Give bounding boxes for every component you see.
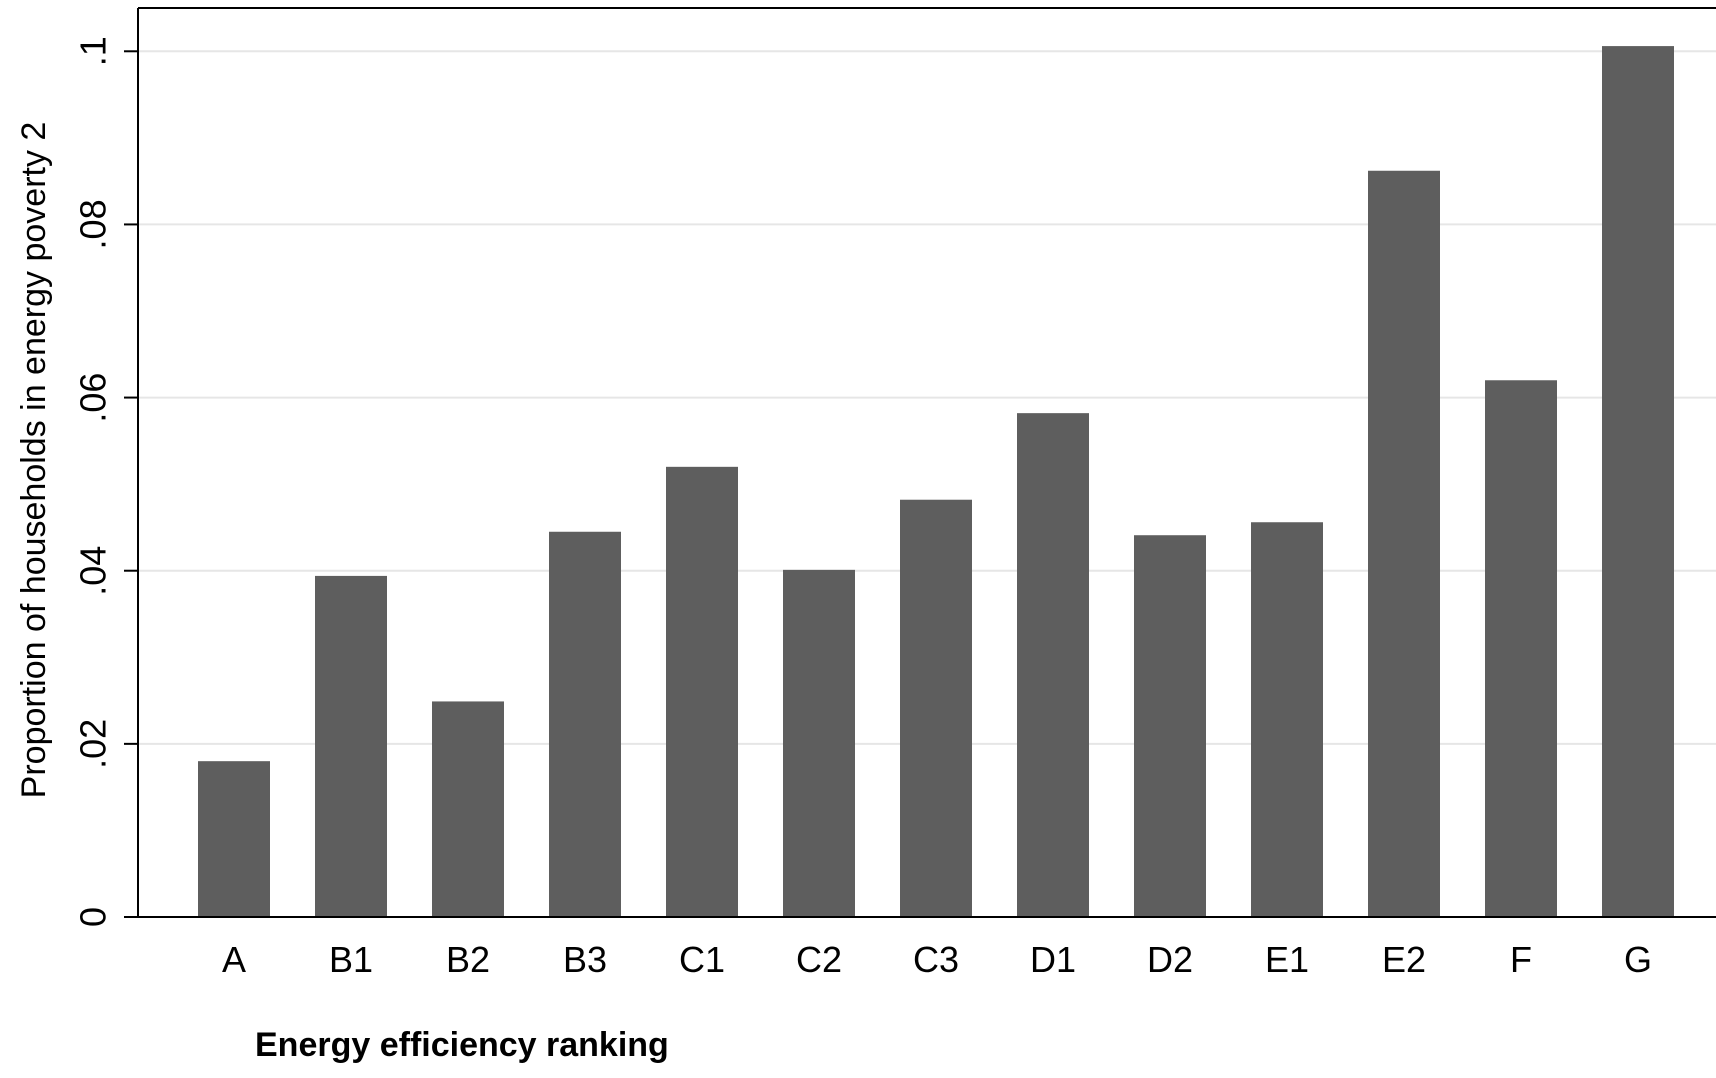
x-tick-label: E1 xyxy=(1265,939,1309,980)
x-tick-labels: A B1 B2 B3 C1 C2 C3 D1 D2 E1 E2 F G xyxy=(222,939,1652,980)
bar-c2 xyxy=(783,569,855,917)
bar-b3 xyxy=(549,531,621,917)
bar-b2 xyxy=(432,701,504,917)
x-tick-label: D2 xyxy=(1147,939,1193,980)
y-tick-label: 0 xyxy=(73,907,114,927)
bars xyxy=(198,46,1674,918)
bar-d1 xyxy=(1017,413,1089,917)
bar-f xyxy=(1485,380,1557,917)
y-tick-label: .06 xyxy=(73,373,114,423)
bar-e2 xyxy=(1368,170,1440,918)
x-tick-label: C1 xyxy=(679,939,725,980)
x-tick-label: G xyxy=(1624,939,1652,980)
x-tick-label: B1 xyxy=(329,939,373,980)
x-axis-title: Energy efficiency ranking xyxy=(255,1026,669,1064)
bar-b1 xyxy=(315,575,387,917)
x-tick-label: E2 xyxy=(1382,939,1426,980)
gridlines xyxy=(138,50,1716,745)
bar-a xyxy=(198,761,270,917)
x-tick-label: C2 xyxy=(796,939,842,980)
x-tick-label: C3 xyxy=(913,939,959,980)
bar-c3 xyxy=(900,499,972,917)
x-tick-label: D1 xyxy=(1030,939,1076,980)
bar-c1 xyxy=(666,466,738,917)
bar-g xyxy=(1602,46,1674,917)
y-tick-label: .02 xyxy=(73,719,114,769)
x-tick-label: F xyxy=(1510,939,1532,980)
x-tick-label: B3 xyxy=(563,939,607,980)
x-tick-label: B2 xyxy=(446,939,490,980)
y-tick-label: .08 xyxy=(73,199,114,249)
y-tick-label: .04 xyxy=(73,546,114,596)
bar-d2 xyxy=(1134,535,1206,917)
y-tick-labels: 0 .02 .04 .06 .08 .1 xyxy=(73,36,114,927)
axes xyxy=(124,7,1716,918)
bar-e1 xyxy=(1251,522,1323,917)
y-tick-label: .1 xyxy=(73,36,114,66)
x-tick-label: A xyxy=(222,939,246,980)
y-axis-title: Proportion of households in energy pover… xyxy=(15,122,53,799)
